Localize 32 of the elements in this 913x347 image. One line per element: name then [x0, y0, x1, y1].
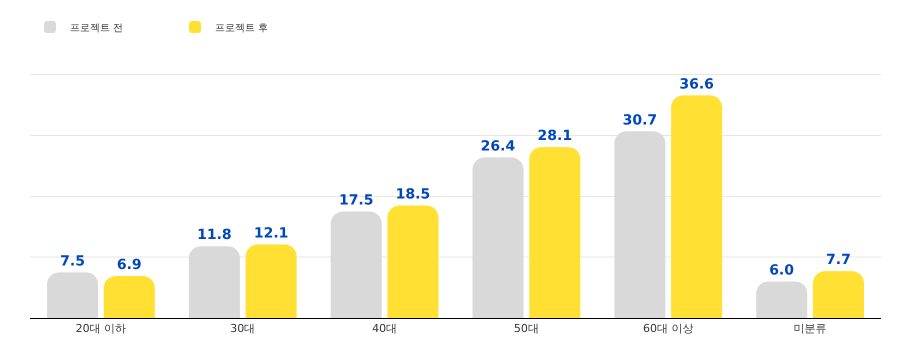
- data-label: 11.8: [197, 227, 232, 244]
- bar: [472, 157, 524, 318]
- x-tick-label: 60대 이상: [643, 322, 694, 336]
- bar: [330, 212, 382, 318]
- bar: [614, 131, 666, 318]
- data-label: 28.1: [538, 128, 572, 144]
- bar: [47, 272, 98, 318]
- data-label: 30.7: [622, 112, 658, 128]
- data-label: 12.1: [254, 225, 288, 242]
- bar: [246, 244, 297, 318]
- bar: [387, 205, 438, 318]
- bar: [188, 246, 240, 318]
- data-label: 6.0: [769, 262, 794, 279]
- x-tick-label: 미분류: [794, 322, 827, 336]
- x-tick-label: 30대: [230, 322, 256, 336]
- legend-label: 프로젝트 전: [70, 22, 124, 34]
- bar: [812, 271, 864, 318]
- bar: [756, 282, 808, 318]
- x-tick-label: 20대 이하: [76, 322, 126, 336]
- x-tick-label: 40대: [372, 322, 398, 336]
- data-label: 7.5: [60, 253, 85, 270]
- data-label: 6.9: [116, 257, 142, 274]
- bar: [104, 276, 155, 318]
- data-label: 26.4: [480, 138, 516, 154]
- data-label: 7.7: [826, 252, 851, 268]
- bar: [671, 95, 722, 318]
- data-label: 17.5: [338, 192, 374, 209]
- legend-label: 프로젝트 후: [215, 22, 268, 34]
- x-tick-label: 50대: [514, 322, 539, 336]
- bar: [529, 147, 580, 318]
- data-label: 36.6: [679, 76, 714, 92]
- data-label: 18.5: [396, 186, 430, 202]
